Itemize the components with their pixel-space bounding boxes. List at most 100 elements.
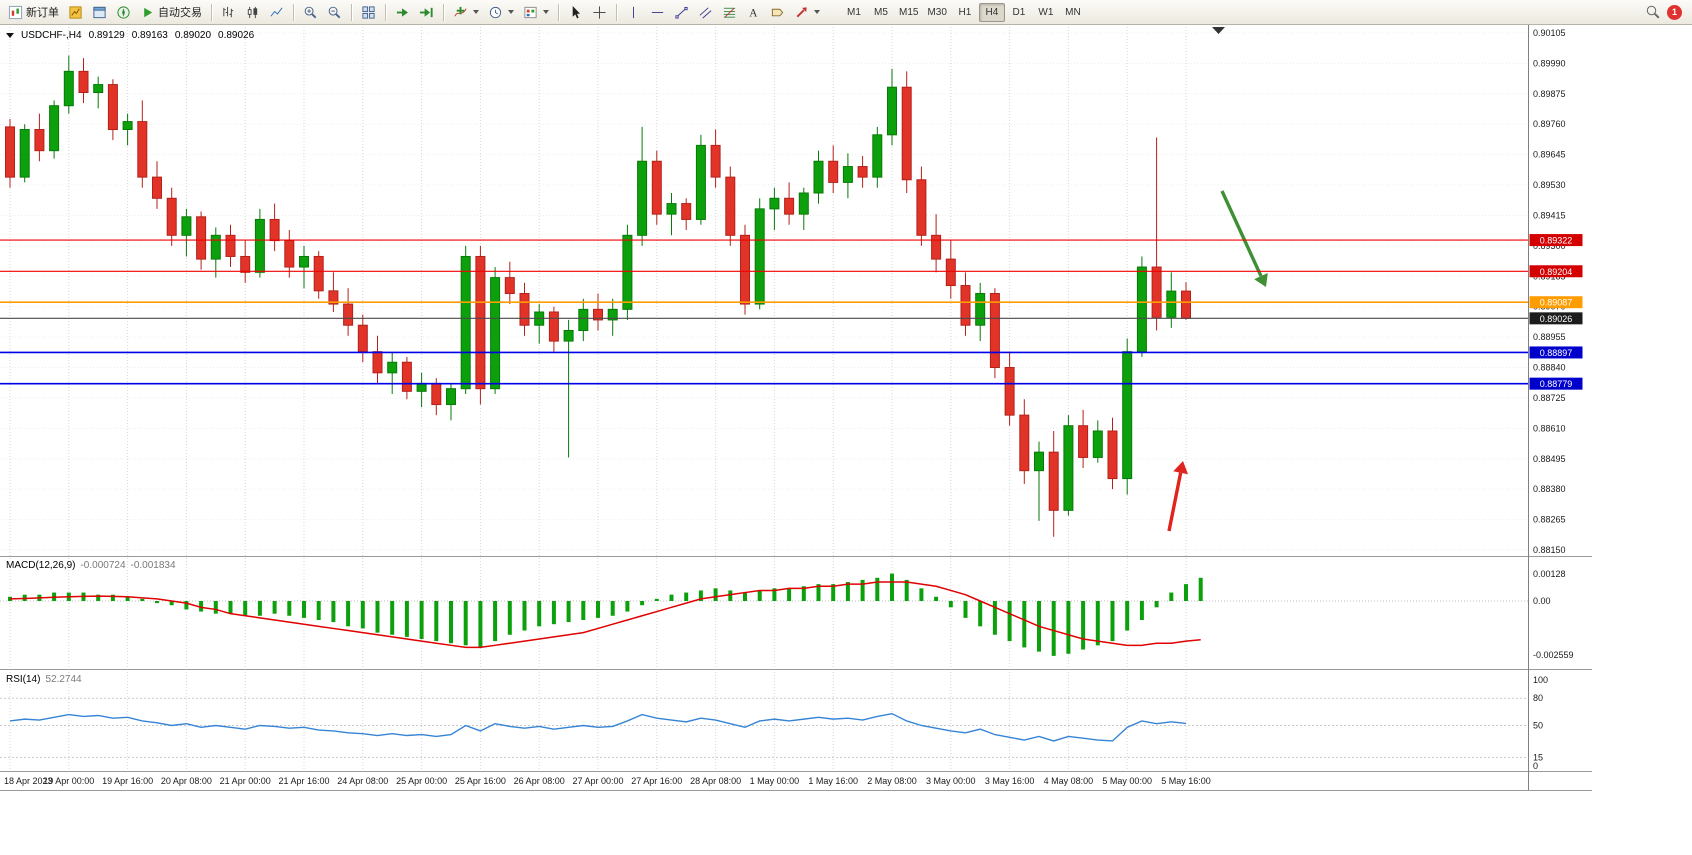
- svg-text:0.00128: 0.00128: [1533, 569, 1566, 579]
- channel-icon: [699, 6, 712, 18]
- crosshair-icon: [593, 5, 606, 19]
- price-axis[interactable]: 0.90105 0.89990 0.89875 0.89760 0.89645 0.895…: [1533, 28, 1566, 555]
- crosshair-button[interactable]: [588, 1, 611, 23]
- svg-text:0.89760: 0.89760: [1533, 119, 1566, 129]
- navigator-icon: [117, 5, 130, 19]
- bar-chart-button[interactable]: [217, 1, 240, 23]
- svg-text:19 Apr 00:00: 19 Apr 00:00: [43, 776, 94, 786]
- svg-text:50: 50: [1533, 721, 1543, 731]
- svg-text:15: 15: [1533, 752, 1543, 762]
- templates-button[interactable]: [519, 1, 553, 23]
- candlestick-chart-button[interactable]: [241, 1, 264, 23]
- timeframe-button-D1[interactable]: D1: [1006, 3, 1032, 22]
- chart-shift-icon: [419, 7, 433, 17]
- resistance-line-2[interactable]: 0.89204: [0, 265, 1583, 278]
- svg-text:0.88725: 0.88725: [1533, 393, 1566, 403]
- green-down-arrow[interactable]: [1220, 190, 1268, 287]
- svg-text:19 Apr 16:00: 19 Apr 16:00: [102, 776, 153, 786]
- text-button[interactable]: A: [742, 1, 765, 23]
- toolbar-separator: [211, 3, 212, 21]
- toolbar-right-group: 1: [1645, 4, 1688, 20]
- chart-shift-button[interactable]: [415, 1, 438, 23]
- svg-text:0.89530: 0.89530: [1533, 180, 1566, 190]
- svg-text:5 May 16:00: 5 May 16:00: [1161, 776, 1211, 786]
- vertical-line-button[interactable]: [622, 1, 645, 23]
- auto-scroll-button[interactable]: [391, 1, 414, 23]
- cursor-icon: [572, 5, 580, 18]
- svg-text:0.88495: 0.88495: [1533, 454, 1566, 464]
- timeframe-button-H4[interactable]: H4: [978, 2, 1005, 22]
- svg-text:0.88150: 0.88150: [1533, 545, 1566, 555]
- search-icon[interactable]: [1645, 4, 1661, 20]
- svg-text:2 May 08:00: 2 May 08:00: [867, 776, 917, 786]
- indicators-button[interactable]: [449, 1, 483, 23]
- svg-text:100: 100: [1533, 675, 1548, 685]
- cursor-button[interactable]: [564, 1, 587, 23]
- macd-signal-line: [9, 581, 1201, 649]
- trendline-button[interactable]: [670, 1, 693, 23]
- text-label-icon: [771, 8, 784, 16]
- support-line-2[interactable]: 0.88779: [0, 377, 1583, 390]
- fibonacci-button[interactable]: [718, 1, 741, 23]
- timeframe-button-H1[interactable]: H1: [952, 3, 978, 22]
- timeframe-button-M5[interactable]: M5: [868, 3, 894, 22]
- chart-shift-marker[interactable]: [1212, 27, 1225, 34]
- svg-text:21 Apr 00:00: 21 Apr 00:00: [220, 776, 271, 786]
- market-watch-button[interactable]: [64, 1, 87, 23]
- svg-text:4 May 08:00: 4 May 08:00: [1044, 776, 1094, 786]
- zoom-in-button[interactable]: [299, 1, 322, 23]
- channel-button[interactable]: [694, 1, 717, 23]
- svg-text:24 Apr 08:00: 24 Apr 08:00: [337, 776, 388, 786]
- timeframe-button-MN[interactable]: MN: [1060, 3, 1086, 22]
- chart-title: USDCHF-,H4 0.89129 0.89163 0.89020 0.890…: [6, 30, 254, 41]
- toolbar-separator: [385, 3, 386, 21]
- line-chart-button[interactable]: [265, 1, 288, 23]
- horizontal-line-button[interactable]: [646, 1, 669, 23]
- svg-text:0.88610: 0.88610: [1533, 423, 1566, 433]
- svg-text:80: 80: [1533, 693, 1543, 703]
- dropdown-caret-icon: [508, 10, 514, 14]
- new-order-button[interactable]: 新订单: [4, 1, 63, 23]
- navigator-button[interactable]: [112, 1, 135, 23]
- svg-text:25 Apr 00:00: 25 Apr 00:00: [396, 776, 447, 786]
- symbol-period-label: USDCHF-,H4: [21, 30, 82, 41]
- current-price-line[interactable]: 0.89026: [0, 312, 1583, 325]
- zoom-in-icon: [304, 6, 317, 18]
- auto-trading-label: 自动交易: [158, 7, 202, 19]
- timeframe-button-M30[interactable]: M30: [923, 3, 950, 22]
- timeframe-button-W1[interactable]: W1: [1033, 3, 1059, 22]
- svg-text:0.89645: 0.89645: [1533, 150, 1566, 160]
- svg-text:3 May 00:00: 3 May 00:00: [926, 776, 976, 786]
- periods-button[interactable]: [484, 1, 518, 23]
- data-window-button[interactable]: [88, 1, 111, 23]
- timeframe-button-M15[interactable]: M15: [895, 3, 922, 22]
- svg-text:27 Apr 00:00: 27 Apr 00:00: [572, 776, 623, 786]
- arrow-tool-icon: [796, 6, 807, 17]
- fibonacci-icon: [723, 7, 736, 18]
- resistance-line-1[interactable]: 0.89322: [0, 234, 1583, 247]
- indicator-axis-labels: 0.00128 0.00 -0.002559 100 80 50 150: [1533, 569, 1574, 771]
- svg-text:0.88380: 0.88380: [1533, 484, 1566, 494]
- pivot-line[interactable]: 0.89087: [0, 296, 1583, 309]
- auto-trading-button[interactable]: 自动交易: [136, 1, 206, 23]
- text-label-button[interactable]: [766, 1, 789, 23]
- macd-value-1: -0.000724: [80, 560, 126, 571]
- macd-name: MACD(12,26,9): [6, 560, 76, 571]
- dropdown-caret-icon: [473, 10, 479, 14]
- rsi-name: RSI(14): [6, 674, 41, 685]
- macd-indicator-label: MACD(12,26,9) -0.000724 -0.001834: [6, 560, 181, 571]
- support-line-1[interactable]: 0.88897: [0, 346, 1583, 359]
- zoom-out-button[interactable]: [323, 1, 346, 23]
- svg-text:21 Apr 16:00: 21 Apr 16:00: [278, 776, 329, 786]
- svg-text:0.89415: 0.89415: [1533, 210, 1566, 220]
- arrows-tool-button[interactable]: [790, 1, 824, 23]
- timeframe-button-M1[interactable]: M1: [841, 3, 867, 22]
- red-up-arrow[interactable]: [1167, 461, 1189, 532]
- svg-text:26 Apr 08:00: 26 Apr 08:00: [514, 776, 565, 786]
- tile-windows-button[interactable]: [357, 1, 380, 23]
- price-tag: 0.88897: [1540, 348, 1573, 358]
- notification-badge[interactable]: 1: [1667, 4, 1682, 20]
- symbol-dropdown-icon[interactable]: [6, 33, 14, 38]
